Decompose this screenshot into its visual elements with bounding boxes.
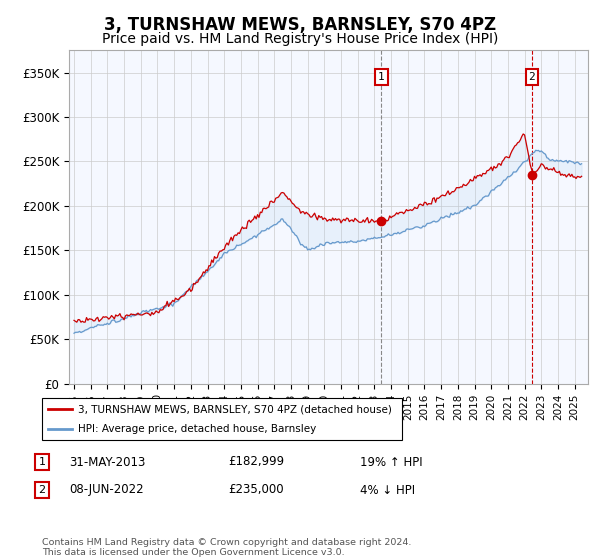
- Text: HPI: Average price, detached house, Barnsley: HPI: Average price, detached house, Barn…: [78, 424, 316, 434]
- Text: £182,999: £182,999: [228, 455, 284, 469]
- Text: 1: 1: [38, 457, 46, 467]
- Text: 19% ↑ HPI: 19% ↑ HPI: [360, 455, 422, 469]
- Text: 3, TURNSHAW MEWS, BARNSLEY, S70 4PZ: 3, TURNSHAW MEWS, BARNSLEY, S70 4PZ: [104, 16, 496, 34]
- Text: 4% ↓ HPI: 4% ↓ HPI: [360, 483, 415, 497]
- Text: Price paid vs. HM Land Registry's House Price Index (HPI): Price paid vs. HM Land Registry's House …: [102, 32, 498, 46]
- Text: Contains HM Land Registry data © Crown copyright and database right 2024.
This d: Contains HM Land Registry data © Crown c…: [42, 538, 412, 557]
- Text: 08-JUN-2022: 08-JUN-2022: [69, 483, 143, 497]
- Text: 31-MAY-2013: 31-MAY-2013: [69, 455, 145, 469]
- Text: £235,000: £235,000: [228, 483, 284, 497]
- Text: 2: 2: [38, 485, 46, 495]
- Text: 1: 1: [378, 72, 385, 82]
- Text: 3, TURNSHAW MEWS, BARNSLEY, S70 4PZ (detached house): 3, TURNSHAW MEWS, BARNSLEY, S70 4PZ (det…: [78, 404, 392, 414]
- Text: 2: 2: [529, 72, 535, 82]
